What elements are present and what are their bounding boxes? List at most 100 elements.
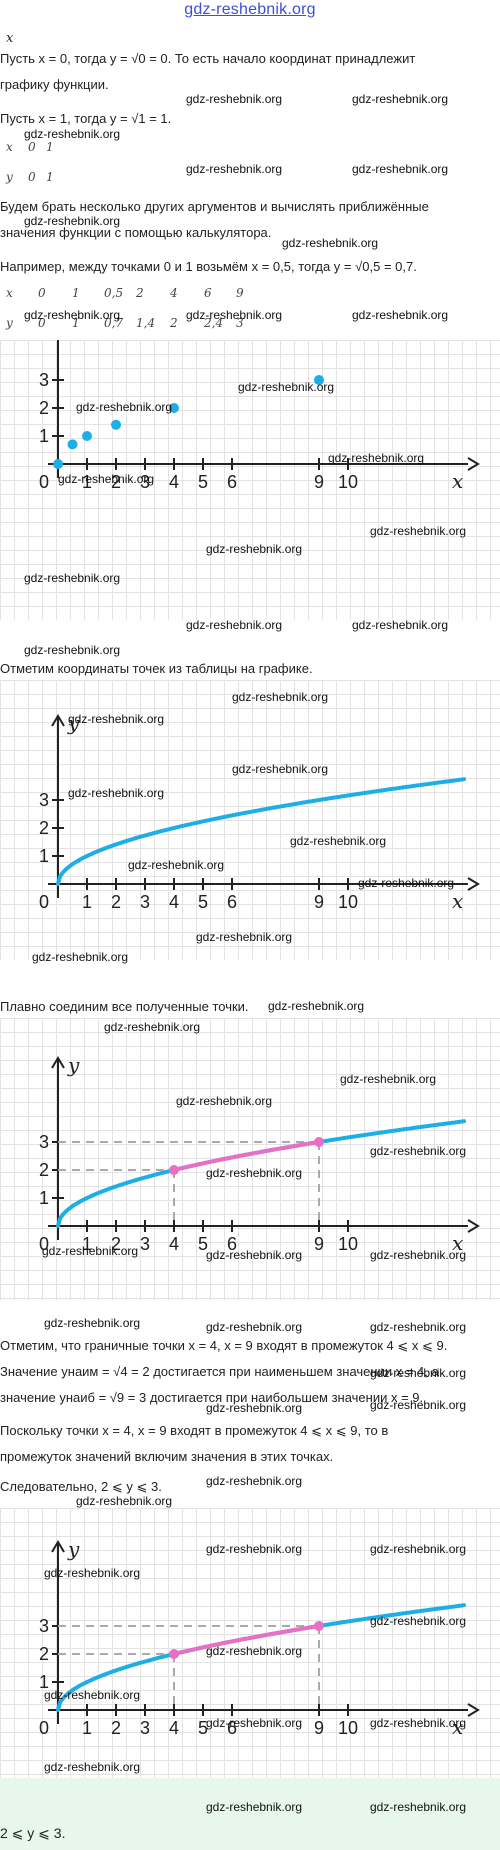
y-tick-label: 3 [39, 790, 49, 810]
endpoint [169, 1649, 179, 1659]
highlight-segment [172, 1140, 321, 1172]
endpoint [169, 1165, 179, 1175]
watermark: gdz-reshebnik.org [370, 1144, 467, 1158]
watermark: gdz-reshebnik.org [370, 1800, 467, 1814]
y-tick-label: 3 [39, 1132, 49, 1152]
watermark: gdz-reshebnik.org [206, 1474, 303, 1488]
watermark: gdz-reshebnik.org [206, 1401, 303, 1415]
data-point [169, 403, 179, 413]
y-tick-label: 1 [39, 1188, 49, 1208]
x-tick-label: 0 [39, 472, 49, 492]
table-cell: 0 [38, 286, 46, 300]
table-cell: 0,5 [104, 286, 124, 300]
data-point [111, 419, 121, 430]
watermark: gdz-reshebnik.org [352, 618, 449, 632]
x-tick-label: 5 [198, 472, 208, 492]
watermark: gdz-reshebnik.org [340, 1072, 437, 1086]
watermark: gdz-reshebnik.org [232, 762, 329, 776]
x-axis-label: x [452, 1231, 463, 1255]
watermark: gdz-reshebnik.org [206, 1320, 303, 1334]
watermark: gdz-reshebnik.org [44, 1688, 141, 1702]
table-cell: 0 [28, 140, 36, 154]
watermark: gdz-reshebnik.org [44, 1760, 141, 1774]
x-tick-label: 0 [39, 1234, 49, 1254]
site-title[interactable]: gdz-reshebnik.org [184, 1, 316, 18]
sqrt-segment-chart: 0 1 2 3 4 5 6 9 10 1 2 3 x y [0, 1018, 500, 1300]
x-tick-label: 5 [198, 1718, 208, 1738]
x-tick-label: 2 [111, 1718, 121, 1738]
watermark: gdz-reshebnik.org [76, 1494, 173, 1508]
x-tick-label: 10 [338, 1234, 358, 1254]
table-cell: y [6, 316, 13, 330]
small-table: x 0 1 y 0 1 [0, 138, 200, 190]
watermark: gdz-reshebnik.org [370, 1366, 467, 1380]
x-tick-label: 3 [140, 892, 150, 912]
watermark: gdz-reshebnik.org [24, 214, 121, 228]
watermark: gdz-reshebnik.org [358, 876, 455, 890]
x-tick-label: 9 [314, 472, 324, 492]
watermark: gdz-reshebnik.org [370, 1542, 467, 1556]
y-tick-label: 2 [39, 818, 49, 838]
table-cell: 2,4 [204, 316, 224, 330]
table-cell: 2 [136, 286, 144, 300]
text-line: Плавно соединим все полученные точки. [0, 999, 249, 1014]
watermark: gdz-reshebnik.org [24, 643, 121, 657]
table-cell: 4 [170, 286, 178, 300]
watermark: gdz-reshebnik.org [42, 1244, 139, 1258]
data-point [314, 375, 324, 385]
x-tick-label: 3 [140, 1234, 150, 1254]
x-axis-label: x [452, 1715, 463, 1739]
y-tick-label: 2 [39, 1160, 49, 1180]
big-table: x 0 1 0,5 2 4 6 9 y 0 1 0,7 1,4 2 2,4 3 [0, 284, 300, 336]
table-cell: 6 [204, 286, 212, 300]
table-cell: x [6, 286, 13, 300]
text-line: Значение yнаим = √4 = 2 достигается при … [0, 1364, 439, 1379]
x-tick-label: 5 [198, 892, 208, 912]
x-tick-label: 10 [338, 892, 358, 912]
table-cell: 1 [46, 140, 54, 154]
x-tick-label: 9 [314, 1718, 324, 1738]
x-tick-label: 0 [39, 1718, 49, 1738]
watermark: gdz-reshebnik.org [206, 1166, 303, 1180]
table-cell: 2 [170, 316, 178, 330]
text-line: значение yнаиб = √9 = 3 достигается при … [0, 1390, 424, 1405]
y-axis-arrow [51, 1056, 65, 1069]
y-axis-label: y [67, 1053, 80, 1077]
watermark: gdz-reshebnik.org [328, 451, 425, 465]
y-tick-label: 1 [39, 426, 49, 446]
table-cell: 9 [236, 286, 244, 300]
text-line: графику функции. [0, 77, 109, 92]
x-tick-label: 1 [82, 892, 92, 912]
table-cell: 1 [72, 316, 80, 330]
x-tick-label: 6 [227, 892, 237, 912]
x-tick-label: 4 [169, 892, 179, 912]
watermark: gdz-reshebnik.org [206, 1800, 303, 1814]
x-tick-label: 9 [314, 892, 324, 912]
watermark: gdz-reshebnik.org [68, 786, 165, 800]
watermark: gdz-reshebnik.org [370, 1248, 467, 1262]
watermark: gdz-reshebnik.org [44, 1316, 141, 1330]
watermark: gdz-reshebnik.org [370, 1614, 467, 1628]
sqrt-curve-chart: 0 1 2 3 4 5 6 9 10 1 2 3 x y [0, 680, 500, 960]
watermark: gdz-reshebnik.org [352, 308, 449, 322]
x-tick-label: 4 [169, 1234, 179, 1254]
x-tick-label: 3 [140, 472, 150, 492]
watermark: gdz-reshebnik.org [268, 999, 365, 1013]
data-point [82, 431, 92, 441]
watermark: gdz-reshebnik.org [186, 92, 283, 106]
x-tick-label: 4 [169, 1718, 179, 1738]
watermark: gdz-reshebnik.org [206, 1716, 303, 1730]
watermark: gdz-reshebnik.org [370, 1716, 467, 1730]
x-tick-label: 1 [82, 472, 92, 492]
watermark: gdz-reshebnik.org [24, 127, 121, 141]
text-line: промежуток значений включим значения в э… [0, 1449, 334, 1464]
x-tick-label: 3 [140, 1718, 150, 1738]
x-label: x [6, 31, 14, 46]
x-tick-label: 0 [39, 892, 49, 912]
y-tick-label: 2 [39, 398, 49, 418]
endpoint [314, 1621, 324, 1631]
x-tick-label: 2 [111, 892, 121, 912]
x-axis-label: x [452, 889, 463, 913]
y-tick-label: 2 [39, 1644, 49, 1664]
y-tick-label: 3 [39, 1616, 49, 1636]
